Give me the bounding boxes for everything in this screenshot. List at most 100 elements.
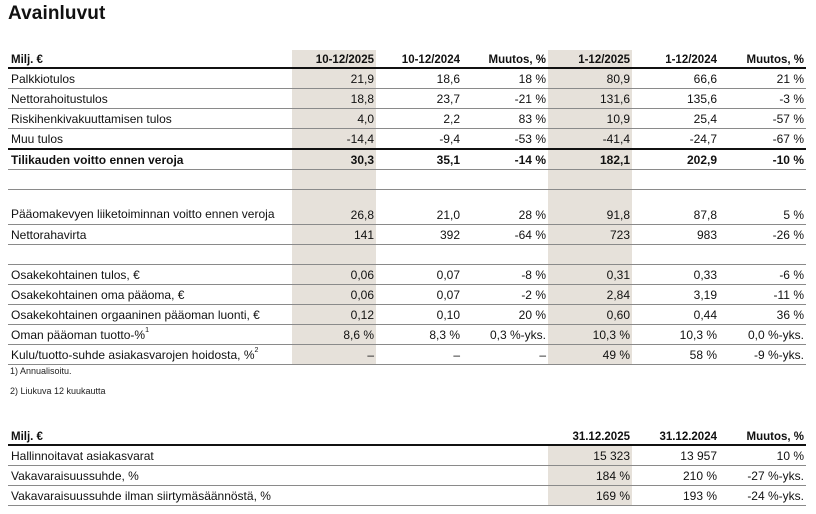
empty-cell xyxy=(292,169,376,190)
cell-value: 169 % xyxy=(548,485,632,506)
cell-value: 49 % xyxy=(548,344,632,365)
cell-value: 5 % xyxy=(719,189,806,225)
cell-value: -27 %-yks. xyxy=(719,465,806,486)
cell-value: 0,44 xyxy=(632,304,719,325)
header-fy-2025: 1-12/2025 xyxy=(548,50,632,69)
cell-value: 193 % xyxy=(632,485,719,506)
key-figures-table: Milj. € 10-12/2025 10-12/2024 Muutos, % … xyxy=(8,50,806,365)
cell-value: 21,0 xyxy=(376,189,462,225)
header-fy-change: Muutos, % xyxy=(719,50,806,69)
cell-value: -8 % xyxy=(462,264,548,285)
cell-value: 0,3 %-yks. xyxy=(462,324,548,345)
header-q4-change: Muutos, % xyxy=(462,50,548,69)
empty-cell xyxy=(8,244,292,265)
cell-value: -21 % xyxy=(462,88,548,109)
row-label: Muu tulos xyxy=(8,128,292,150)
cell-value: 392 xyxy=(376,224,462,245)
table-row: Osakekohtainen oma pääoma, € 0,06 0,07 -2 %… xyxy=(8,284,806,305)
cell-value: -24 %-yks. xyxy=(719,485,806,506)
cell-value: 10 % xyxy=(719,445,806,466)
header-unit: Milj. € xyxy=(8,427,548,446)
row-label: Oman pääoman tuotto-%1 xyxy=(8,324,292,345)
row-label: Palkkiotulos xyxy=(8,68,292,89)
row-label-text: Pääomakevyen liiketoiminnan voitto ennen… xyxy=(11,207,275,221)
cell-value: 2,84 xyxy=(548,284,632,305)
cell-value: 83 % xyxy=(462,108,548,129)
table-row: Osakekohtainen orgaaninen pääoman luonti… xyxy=(8,304,806,325)
cell-value: 0,0 %-yks. xyxy=(719,324,806,345)
row-label: Riskihenkivakuuttamisen tulos xyxy=(8,108,292,129)
cell-value: -2 % xyxy=(462,284,548,305)
row-label-text: Nettorahoitustulos xyxy=(11,91,108,106)
empty-cell xyxy=(548,169,632,190)
cell-value: 8,3 % xyxy=(376,324,462,345)
row-label-text: Tilikauden voitto ennen veroja xyxy=(11,152,184,167)
cell-value: -9,4 xyxy=(376,128,462,150)
table-row: Pääomakevyen liiketoiminnan voitto ennen… xyxy=(8,189,806,225)
row-label: Osakekohtainen tulos, € xyxy=(8,264,292,285)
cell-value: 18 % xyxy=(462,68,548,89)
empty-cell xyxy=(632,169,719,190)
cell-value: 10,3 % xyxy=(632,324,719,345)
cell-value: -41,4 xyxy=(548,128,632,150)
row-label-text: Palkkiotulos xyxy=(11,71,76,86)
table-row: Kulu/tuotto-suhde asiakasvarojen hoidost… xyxy=(8,344,806,365)
cell-value: 131,6 xyxy=(548,88,632,109)
table-row: Oman pääoman tuotto-%1 8,6 % 8,3 % 0,3 %-yk… xyxy=(8,324,806,345)
cell-value: 0,07 xyxy=(376,264,462,285)
cell-value: 0,07 xyxy=(376,284,462,305)
header-q4-2024: 10-12/2024 xyxy=(376,50,462,69)
cell-value: 23,7 xyxy=(376,88,462,109)
cell-value: -14,4 xyxy=(292,128,376,150)
cell-value: 0,31 xyxy=(548,264,632,285)
cell-value: -9 %-yks. xyxy=(719,344,806,365)
cell-value: 30,3 xyxy=(292,148,376,170)
cell-value: 0,06 xyxy=(292,284,376,305)
balance-figures-table: Milj. € 31.12.2025 31.12.2024 Muutos, % … xyxy=(8,427,806,506)
cell-value: 4,0 xyxy=(292,108,376,129)
empty-cell xyxy=(376,244,462,265)
table-row: Muu tulos -14,4 -9,4 -53 % -41,4 -24,7 -67 % xyxy=(8,128,806,150)
empty-cell xyxy=(548,244,632,265)
cell-value: 66,6 xyxy=(632,68,719,89)
row-label-text: Vakavaraisuussuhde ilman siirtymäsäännös… xyxy=(11,488,271,503)
cell-value: -64 % xyxy=(462,224,548,245)
cell-value: 3,19 xyxy=(632,284,719,305)
row-label-text: Vakavaraisuussuhde, % xyxy=(11,468,139,483)
row-label: Osakekohtainen oma pääoma, € xyxy=(8,284,292,305)
cell-value: -11 % xyxy=(719,284,806,305)
cell-value: 18,8 xyxy=(292,88,376,109)
cell-value: 184 % xyxy=(548,465,632,486)
row-label: Nettorahavirta xyxy=(8,224,292,245)
row-label-text: Hallinnoitavat asiakasvarat xyxy=(11,448,154,463)
cell-value: 25,4 xyxy=(632,108,719,129)
row-label-text: Riskihenkivakuuttamisen tulos xyxy=(11,111,172,126)
table-row: Palkkiotulos 21,9 18,6 18 % 80,9 66,6 21 % xyxy=(8,68,806,89)
spacer-row xyxy=(8,244,806,265)
empty-cell xyxy=(292,244,376,265)
cell-value: 36 % xyxy=(719,304,806,325)
header-2024: 31.12.2024 xyxy=(632,427,719,446)
row-label: Osakekohtainen orgaaninen pääoman luonti… xyxy=(8,304,292,325)
footnote-marker: 1 xyxy=(145,326,149,334)
table-row: Vakavaraisuussuhde ilman siirtymäsäännös… xyxy=(8,485,806,506)
cell-value: 983 xyxy=(632,224,719,245)
row-label: Vakavaraisuussuhde, % xyxy=(8,465,548,486)
table-row: Hallinnoitavat asiakasvarat 15 323 13 957 1… xyxy=(8,445,806,466)
empty-cell xyxy=(719,244,806,265)
table-row: Osakekohtainen tulos, € 0,06 0,07 -8 % 0,31 0… xyxy=(8,264,806,285)
header-change: Muutos, % xyxy=(719,427,806,446)
cell-value: 13 957 xyxy=(632,445,719,466)
cell-value: -26 % xyxy=(719,224,806,245)
cell-value: 15 323 xyxy=(548,445,632,466)
header-unit: Milj. € xyxy=(8,50,292,69)
row-label: Pääomakevyen liiketoiminnan voitto ennen… xyxy=(8,189,292,225)
total-row: Tilikauden voitto ennen veroja 30,3 35,1 -1… xyxy=(8,148,806,170)
footnote-2: 2) Liukuva 12 kuukautta xyxy=(10,386,106,396)
row-label-text: Osakekohtainen tulos, € xyxy=(11,267,140,282)
cell-value: 723 xyxy=(548,224,632,245)
cell-value: – xyxy=(376,344,462,365)
cell-value: 20 % xyxy=(462,304,548,325)
row-label-text: Oman pääoman tuotto-% xyxy=(11,327,146,342)
table-row: Nettorahavirta 141 392 -64 % 723 983 -26 % xyxy=(8,224,806,245)
